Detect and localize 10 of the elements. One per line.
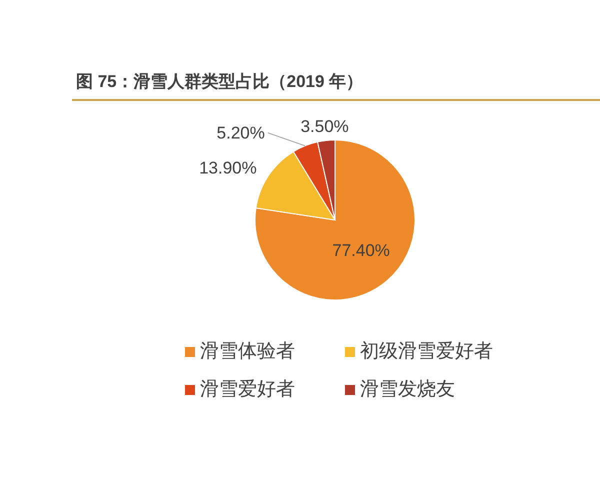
data-label: 13.90% [199,158,257,178]
pie-slice [254,140,416,300]
legend-label: 滑雪爱好者 [200,378,295,402]
legend-label: 滑雪体验者 [200,340,295,364]
chart-title: 图 75：滑雪人群类型占比（2019 年） [76,72,364,91]
data-label: 5.20% [216,123,265,142]
legend-label: 滑雪发烧友 [360,378,455,402]
legend-label: 初级滑雪爱好者 [360,340,493,364]
data-label: 3.50% [300,117,349,136]
data-label: 77.40% [332,240,390,260]
